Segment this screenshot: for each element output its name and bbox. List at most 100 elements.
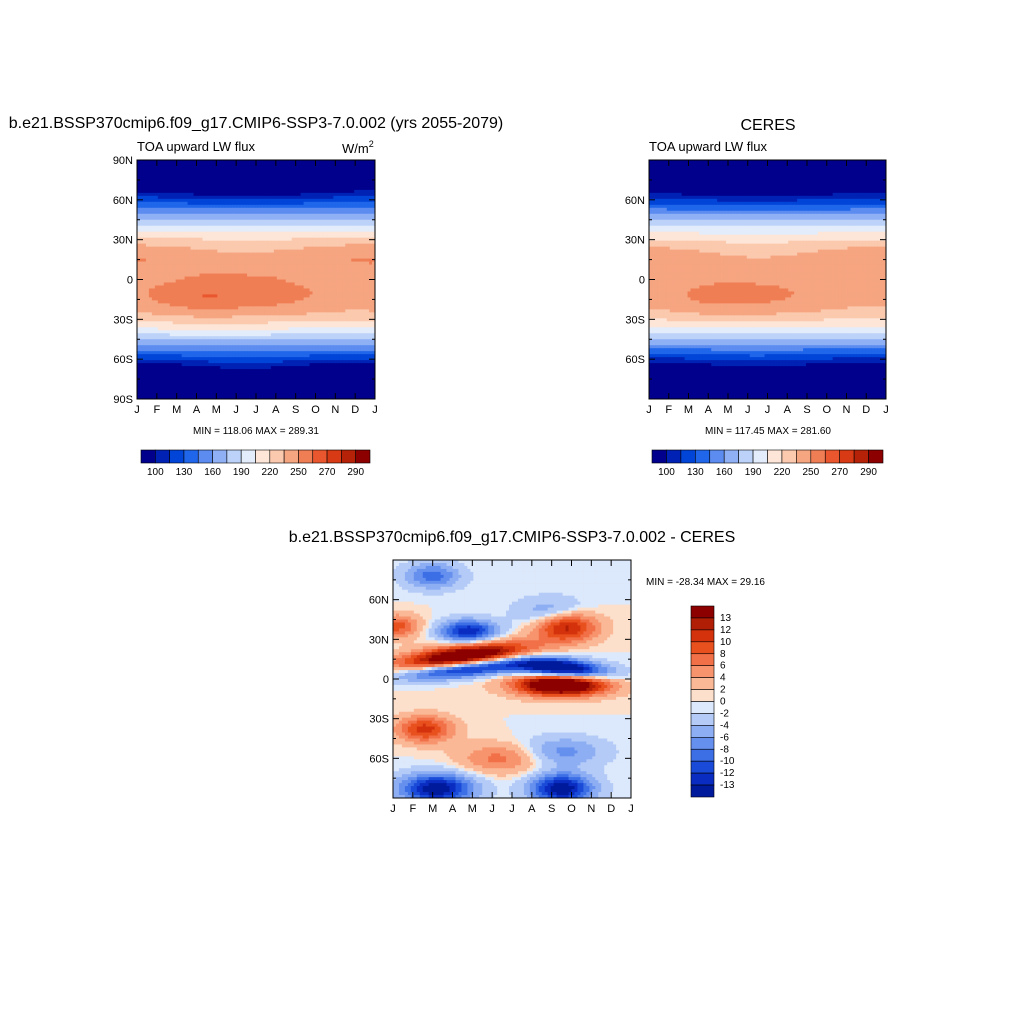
contour-cell xyxy=(214,237,218,242)
contour-cell xyxy=(142,264,147,269)
contour-cell xyxy=(211,222,215,227)
contour-cell xyxy=(264,249,269,254)
contour-cell xyxy=(199,186,204,191)
contour-cell xyxy=(175,237,180,242)
contour-cell xyxy=(348,165,352,170)
contour-cell xyxy=(202,255,207,260)
panel-title: b.e21.BSSP370cmip6.f09_g17.CMIP6-SSP3-7.… xyxy=(9,115,504,132)
contour-cell xyxy=(318,312,323,316)
contour-cell xyxy=(157,210,162,215)
contour-cell xyxy=(196,237,201,242)
contour-cell xyxy=(184,198,189,203)
contour-cell xyxy=(137,160,141,164)
contour-cell xyxy=(247,165,251,170)
contour-cell xyxy=(276,330,281,334)
contour-cell xyxy=(348,249,352,254)
contour-cell xyxy=(137,219,141,224)
contour-cell xyxy=(288,294,293,299)
contour-cell xyxy=(256,234,260,239)
contour-cell xyxy=(345,315,349,319)
contour-cell xyxy=(276,219,281,224)
contour-cell xyxy=(223,237,227,242)
contour-cell xyxy=(273,225,278,230)
contour-cell xyxy=(247,312,251,316)
contour-cell xyxy=(247,177,251,182)
contour-cell xyxy=(163,315,168,319)
contour-cell xyxy=(205,192,210,197)
contour-cell xyxy=(279,216,284,221)
contour-cell xyxy=(232,324,236,328)
contour-cell xyxy=(163,300,168,304)
contour-cell xyxy=(232,183,236,188)
contour-cell xyxy=(297,219,302,224)
contour-cell xyxy=(366,249,370,254)
contour-cell xyxy=(270,282,275,287)
contour-cell xyxy=(306,276,311,281)
contour-cell xyxy=(321,234,326,239)
contour-cell xyxy=(163,306,168,310)
contour-cell xyxy=(291,183,296,188)
contour-cell xyxy=(232,333,236,337)
contour-cell xyxy=(327,282,331,287)
contour-cell xyxy=(312,228,317,233)
contour-cell xyxy=(169,171,174,176)
contour-cell xyxy=(372,213,375,218)
contour-cell xyxy=(238,243,242,248)
contour-cell xyxy=(196,306,201,310)
contour-cell xyxy=(166,288,171,293)
contour-cell xyxy=(357,285,361,290)
contour-cell xyxy=(205,297,210,302)
contour-cell xyxy=(258,267,263,272)
contour-cell xyxy=(232,228,236,233)
contour-cell xyxy=(154,345,159,349)
contour-cell xyxy=(288,267,293,272)
contour-cell xyxy=(187,183,192,188)
contour-cell xyxy=(339,270,343,275)
contour-cell xyxy=(264,300,269,304)
contour-cell xyxy=(303,267,308,272)
contour-cell xyxy=(247,306,251,310)
contour-cell xyxy=(202,303,207,307)
contour-cell xyxy=(372,216,375,221)
contour-cell xyxy=(226,279,230,284)
contour-cell xyxy=(226,339,230,343)
contour-cell xyxy=(208,160,212,164)
contour-cell xyxy=(160,339,165,343)
contour-cell xyxy=(235,321,239,325)
contour-cell xyxy=(142,210,147,215)
contour-cell xyxy=(235,180,239,185)
contour-cell xyxy=(205,306,210,310)
contour-cell xyxy=(264,192,269,197)
contour-cell xyxy=(250,261,254,266)
contour-cell xyxy=(253,213,257,218)
contour-cell xyxy=(181,315,186,319)
contour-cell xyxy=(336,180,340,185)
contour-cell xyxy=(285,180,290,185)
contour-cell xyxy=(306,321,311,325)
contour-cell xyxy=(282,219,287,224)
contour-cell xyxy=(285,258,290,263)
contour-cell xyxy=(372,240,375,245)
contour-cell xyxy=(309,246,314,251)
contour-cell xyxy=(354,237,358,242)
contour-cell xyxy=(241,279,245,284)
contour-cell xyxy=(339,279,343,284)
contour-cell xyxy=(273,303,278,307)
contour-cell xyxy=(360,276,364,281)
contour-cell xyxy=(184,258,189,263)
contour-cell xyxy=(372,168,375,173)
contour-cell xyxy=(169,160,174,164)
contour-cell xyxy=(282,222,287,227)
contour-cell xyxy=(342,294,346,299)
contour-cell xyxy=(291,258,296,263)
contour-cell xyxy=(202,258,207,263)
contour-cell xyxy=(366,160,370,164)
contour-cell xyxy=(217,255,221,260)
contour-cell xyxy=(327,315,331,319)
contour-cell xyxy=(354,174,358,179)
contour-cell xyxy=(300,219,305,224)
contour-cell xyxy=(339,294,343,299)
contour-cell xyxy=(163,258,168,263)
contour-cell xyxy=(369,327,373,331)
contour-cell xyxy=(235,237,239,242)
